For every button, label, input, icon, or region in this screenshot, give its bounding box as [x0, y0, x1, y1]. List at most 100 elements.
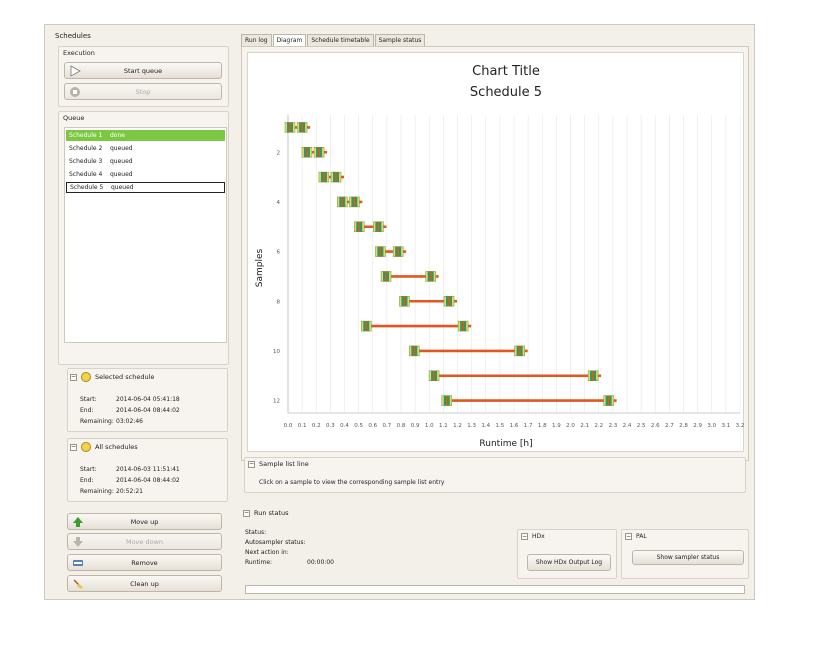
gantt-bar-sample-5[interactable]: [353, 221, 387, 232]
move-down-label: Move down: [125, 537, 164, 546]
x-tick-label: 2.4: [623, 423, 632, 429]
move-up-button[interactable]: Move up: [67, 513, 222, 530]
all-remaining-row: Remaining: 20:52:21: [80, 488, 143, 495]
end-marker-marker: [607, 395, 610, 406]
end-marker-marker: [462, 321, 464, 332]
end-marker: [457, 320, 469, 332]
play-icon: [70, 65, 81, 77]
show-sampler-status-button[interactable]: Show sampler status: [632, 550, 744, 565]
pal-header[interactable]: − PAL: [625, 533, 647, 540]
clean-up-button[interactable]: Clean up: [67, 575, 222, 592]
gantt-chart[interactable]: Chart Title Schedule 5 Runtime [h] Sampl…: [248, 53, 745, 453]
x-tick-label: 1.7: [524, 423, 533, 429]
gantt-bar-sample-6[interactable]: [375, 246, 407, 257]
gantt-bar-sample-4[interactable]: [337, 196, 363, 208]
start-marker: [428, 370, 440, 381]
gantt-bar-sample-9[interactable]: [361, 320, 472, 332]
collapse-icon[interactable]: −: [243, 509, 250, 517]
gantt-bar-sample-10[interactable]: [409, 345, 528, 357]
selected-schedule-header[interactable]: − Selected schedule: [70, 372, 154, 382]
hdx-title: HDx: [532, 533, 545, 540]
x-tick-label: 0.4: [340, 423, 349, 429]
x-tick-label: 2.8: [679, 423, 688, 429]
y-tick-label: 6: [277, 250, 281, 256]
end-marker: [313, 147, 325, 158]
y-tick-label: 4: [277, 200, 281, 206]
start-marker: [337, 196, 348, 208]
application-window: Schedules Execution Start queue Stop Que…: [44, 24, 755, 600]
collapse-icon[interactable]: −: [70, 443, 77, 451]
x-tick-label: 0.8: [397, 423, 406, 429]
gantt-bar-sample-2[interactable]: [301, 147, 328, 158]
all-remaining-value: 20:52:21: [116, 488, 143, 495]
x-tick-label: 0.0: [284, 423, 293, 429]
end-marker: [587, 370, 599, 381]
tab-run-log[interactable]: Run log: [241, 34, 272, 46]
show-hdx-output-log-button[interactable]: Show HDx Output Log: [527, 554, 611, 571]
status-label: Status:: [245, 529, 267, 536]
y-tick-label: 10: [273, 349, 280, 355]
chart-bars: [284, 122, 617, 406]
x-tick-label: 0.7: [383, 423, 392, 429]
start-marker-marker: [445, 395, 448, 406]
end-marker: [349, 196, 360, 208]
queue-group: Queue Schedule 1 done Schedule 2 queued …: [58, 111, 229, 365]
gantt-bar-sample-7[interactable]: [380, 271, 439, 282]
tab-sample-status[interactable]: Sample status: [374, 34, 426, 46]
end-marker: [373, 221, 384, 232]
collapse-icon[interactable]: −: [625, 532, 632, 540]
x-tick-label: 3.1: [722, 423, 731, 429]
start-marker: [353, 221, 365, 232]
queue-item-schedule-5[interactable]: Schedule 5 queued: [66, 182, 225, 193]
start-marker: [380, 271, 392, 282]
x-tick-label: 2.7: [665, 423, 674, 429]
start-queue-button[interactable]: Start queue: [64, 62, 222, 79]
tab-schedule-timetable[interactable]: Schedule timetable: [307, 34, 374, 46]
x-tick-label: 2.2: [594, 423, 603, 429]
runtime-value: 00:00:00: [307, 559, 334, 566]
gantt-bar-sample-3[interactable]: [318, 171, 345, 183]
start-marker-marker: [385, 271, 387, 282]
queue-list[interactable]: Schedule 1 done Schedule 2 queued Schedu…: [64, 127, 227, 343]
x-tick-label: 1.9: [552, 423, 561, 429]
gantt-bar-sample-8[interactable]: [399, 296, 458, 307]
x-tick-label: 1.4: [481, 423, 490, 429]
start-marker-marker: [358, 221, 361, 232]
queue-item-schedule-3[interactable]: Schedule 3 queued: [66, 156, 225, 167]
run-status-header[interactable]: − Run status: [243, 509, 289, 517]
remove-button[interactable]: Remove: [67, 554, 222, 571]
tab-diagram[interactable]: Diagram: [272, 34, 307, 46]
gantt-bar-sample-1[interactable]: [284, 122, 311, 133]
end-marker-marker: [318, 147, 320, 158]
x-tick-label: 2.3: [609, 423, 618, 429]
end-marker: [514, 345, 525, 357]
gantt-bar-sample-12[interactable]: [441, 395, 617, 406]
hdx-header[interactable]: − HDx: [521, 533, 545, 540]
y-axis-label: Samples: [255, 248, 265, 287]
queue-item-schedule-4[interactable]: Schedule 4 queued: [66, 169, 225, 180]
chart-subtitle: Schedule 5: [470, 85, 542, 100]
collapse-icon[interactable]: −: [70, 373, 77, 381]
x-tick-label: 2.6: [651, 423, 660, 429]
gantt-bar-sample-11[interactable]: [428, 370, 602, 381]
selected-start-row: Start: 2014-06-04 05:41:18: [80, 396, 180, 403]
end-marker: [443, 296, 455, 307]
clock-icon: [81, 442, 91, 452]
remove-icon: [73, 560, 83, 566]
end-marker-marker: [353, 196, 356, 207]
end-marker-marker: [518, 345, 521, 356]
run-status-panel: − Run status Status: Autosampler status:…: [241, 509, 753, 595]
all-schedules-header[interactable]: − All schedules: [70, 442, 138, 452]
start-marker: [399, 296, 410, 307]
chart-frame: Chart Title Schedule 5 Runtime [h] Sampl…: [247, 52, 744, 452]
x-tick-label: 2.1: [580, 423, 589, 429]
stop-button[interactable]: Stop: [64, 83, 222, 100]
x-tick-label: 1.2: [453, 423, 462, 429]
sample-list-header[interactable]: − Sample list line: [248, 460, 309, 468]
collapse-icon[interactable]: −: [248, 460, 255, 468]
queue-item-schedule-2[interactable]: Schedule 2 queued: [66, 143, 225, 154]
move-down-button[interactable]: Move down: [67, 533, 222, 550]
start-marker-marker: [403, 296, 406, 307]
queue-item-schedule-1[interactable]: Schedule 1 done: [66, 130, 225, 141]
collapse-icon[interactable]: −: [521, 532, 528, 540]
